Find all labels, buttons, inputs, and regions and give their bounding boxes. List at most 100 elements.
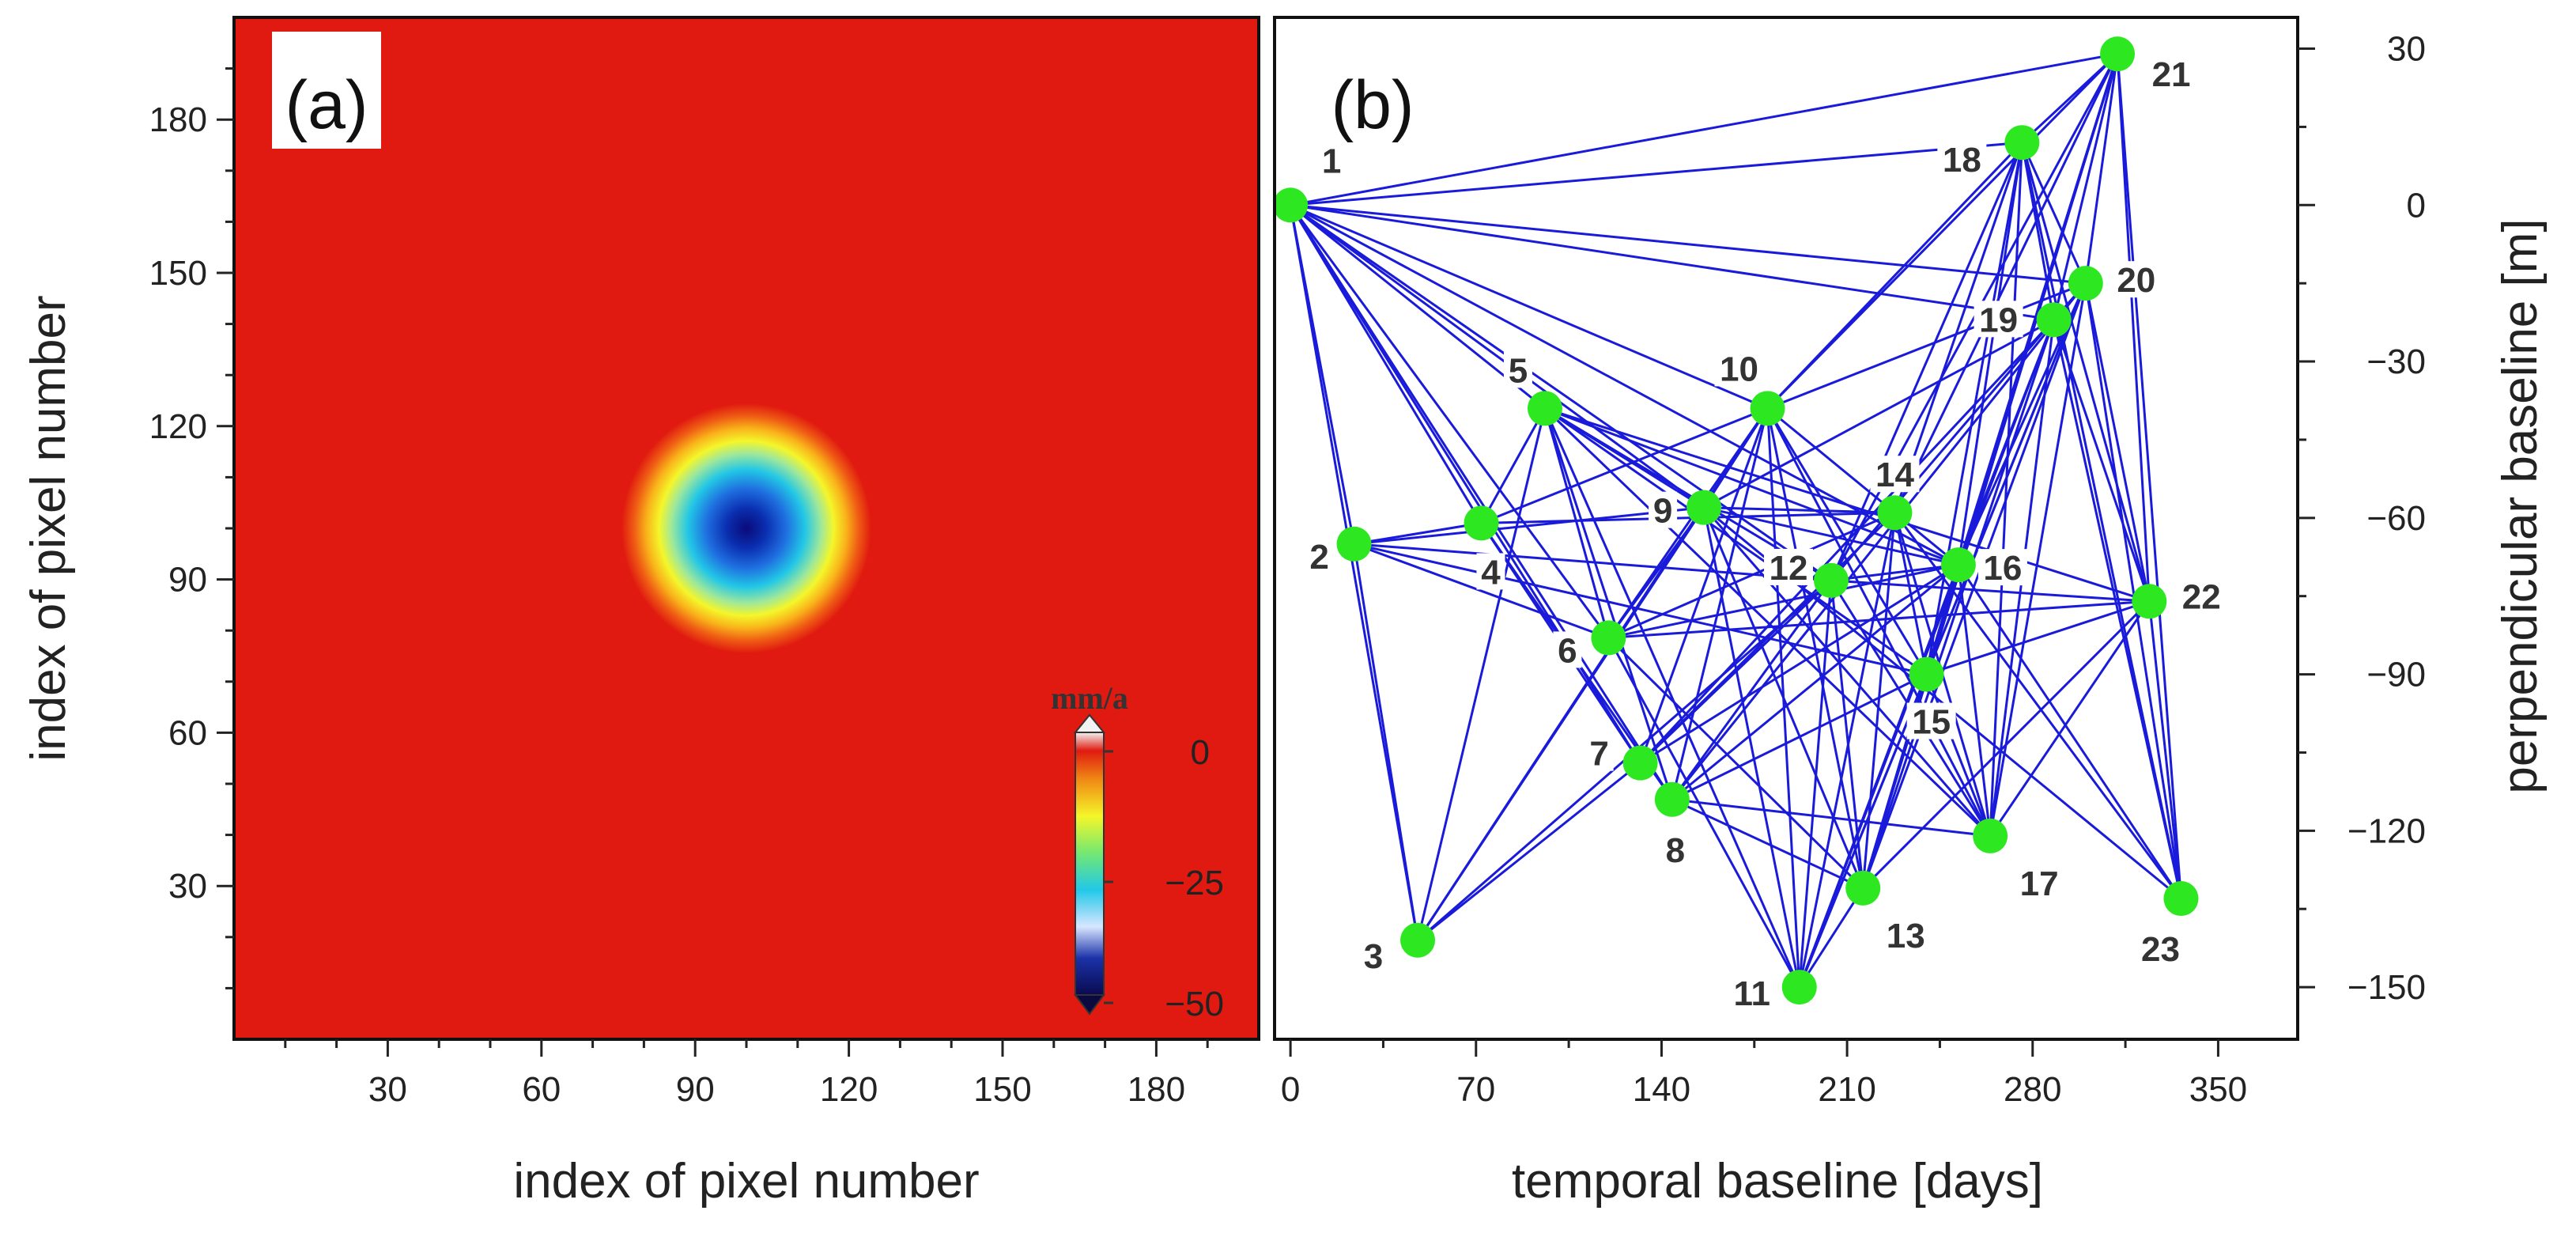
colorbar-tick-label: −50 (1165, 985, 1224, 1023)
baseline-edge-16-19 (1957, 319, 2055, 566)
baseline-edge-8-16 (1671, 563, 1959, 800)
baseline-edge-9-11 (1702, 507, 1801, 988)
x-tick-label: 140 (1633, 1070, 1690, 1109)
acquisition-label-bg (2136, 930, 2185, 967)
baseline-edge-13-20 (1861, 282, 2087, 889)
baseline-edge-9-16 (1703, 506, 1959, 566)
acquisition-node-5 (1527, 391, 1562, 426)
acquisition-label-bg (1977, 549, 2027, 586)
y-tick-label: 30 (168, 867, 207, 906)
baseline-edge-19-23 (2053, 320, 2182, 899)
baseline-edge-12-13 (1830, 580, 1864, 888)
acquisition-label-bg (1553, 631, 1582, 668)
acquisition-node-9 (1686, 490, 1722, 525)
baseline-edge-10-17 (1766, 407, 1992, 837)
colorbar-tick-label: 0 (1191, 733, 1210, 772)
baseline-edge-5-11 (1543, 407, 1801, 988)
baseline-edge-1-10 (1290, 203, 1769, 410)
acquisition-node-14 (1877, 495, 1913, 531)
baseline-edge-18-22 (2020, 142, 2151, 602)
baseline-edge-2-4 (1354, 521, 1482, 546)
panel-a-x-axis-title: index of pixel number (513, 1154, 979, 1209)
acquisition-node-16 (1940, 547, 1976, 583)
baseline-edge-18-20 (2020, 142, 2087, 284)
baseline-edge-10-20 (1766, 282, 2087, 410)
acquisition-label-bg (2111, 261, 2161, 298)
acquisition-node-17 (1973, 818, 2008, 853)
acquisition-node-4 (1464, 505, 1499, 541)
acquisition-label-21: 21 (2152, 55, 2191, 94)
acquisition-label-bg (1503, 351, 1532, 388)
acquisition-node-3 (1400, 922, 1436, 958)
baseline-edge-17-18 (1989, 142, 2023, 836)
baseline-edge-15-22 (1926, 600, 2150, 675)
baseline-edge-6-16 (1608, 563, 1959, 639)
colorbar-tick-label: −25 (1165, 864, 1224, 902)
baseline-edge-9-14 (1704, 506, 1895, 514)
baseline-edge-1-5 (1290, 204, 1546, 410)
acquisition-label-5: 5 (1509, 351, 1528, 390)
y-tick-label: 30 (2387, 30, 2426, 69)
baseline-edge-2-9 (1354, 506, 1705, 546)
acquisition-label-2: 2 (1309, 538, 1328, 577)
panel-b-y-axis-title: perpendicular baseline [m] (2493, 218, 2548, 793)
acquisition-label-bg (2015, 864, 2064, 901)
acquisition-node-8 (1654, 781, 1690, 817)
baseline-edge-10-21 (1766, 53, 2119, 410)
deformation-bowl (621, 403, 871, 653)
y-tick-label: −150 (2347, 968, 2426, 1007)
y-tick-label: −90 (2366, 656, 2426, 694)
y-tick-label: −30 (2366, 342, 2426, 381)
y-tick-label: 150 (149, 254, 207, 293)
baseline-edge-6-22 (1608, 600, 2150, 639)
baseline-edge-7-16 (1639, 563, 1959, 764)
acquisition-label-16: 16 (1983, 549, 2022, 588)
baseline-edge-15-18 (1925, 142, 2023, 675)
acquisition-node-6 (1591, 620, 1626, 656)
panel-a-ticks: 30 60 90 120 150 180 30 60 90 120 150 180 (149, 67, 1209, 1109)
acquisition-node-2 (1336, 526, 1372, 562)
acquisition-node-7 (1622, 745, 1658, 781)
acquisition-label-bg (2147, 55, 2196, 93)
acquisition-label-bg (1585, 734, 1614, 771)
acquisition-node-15 (1909, 656, 1944, 692)
colorbar-ramp (1075, 732, 1105, 996)
acquisition-node-19 (2036, 302, 2072, 338)
colorbar: mm/a 0 −25 −50 (1051, 680, 1224, 1023)
acquisition-label-8: 8 (1666, 831, 1685, 870)
baseline-edge-9-10 (1702, 407, 1769, 509)
baseline-edge-8-12 (1671, 580, 1833, 800)
acquisition-label-bg (1937, 141, 1987, 178)
baseline-edge-9-17 (1702, 506, 1992, 837)
baseline-edge-4-10 (1480, 407, 1769, 524)
acquisition-node-22 (2132, 584, 2167, 619)
baseline-edge-10-16 (1766, 407, 1959, 566)
colorbar-bottom-arrow (1074, 994, 1105, 1016)
baseline-edge-18-21 (2021, 53, 2119, 144)
x-tick-label: 210 (1818, 1070, 1875, 1109)
acquisition-label-22: 22 (2182, 577, 2221, 616)
acquisition-node-12 (1813, 562, 1849, 598)
acquisition-label-bg (1870, 456, 1920, 493)
baseline-edge-13-19 (1861, 319, 2056, 889)
x-tick-label: 70 (1456, 1070, 1495, 1109)
baseline-edge-1-6 (1289, 204, 1610, 639)
baseline-edge-6-13 (1607, 637, 1864, 889)
acquisition-label-19: 19 (1979, 301, 2018, 339)
acquisition-label-10: 10 (1720, 350, 1758, 388)
acquisition-label-bg (1476, 553, 1505, 590)
acquisition-node-18 (2004, 125, 2040, 161)
acquisition-label-bg (2177, 577, 2227, 615)
baseline-edge-14-23 (1894, 512, 2182, 899)
baseline-edge-9-19 (1703, 319, 2055, 509)
acquisition-label-bg (1359, 936, 1388, 974)
acquisition-label-11: 11 (1734, 974, 1771, 1013)
baseline-edge-8-10 (1671, 408, 1769, 800)
acquisition-label-bg (1660, 830, 1690, 868)
baseline-edge-16-23 (1957, 564, 2182, 899)
baseline-edge-16-17 (1957, 564, 1992, 837)
colorbar-title: mm/a (1051, 680, 1128, 716)
